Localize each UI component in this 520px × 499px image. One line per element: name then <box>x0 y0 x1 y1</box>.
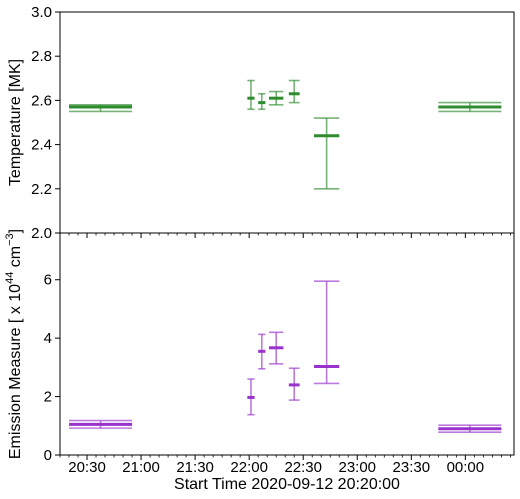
temperature-ytick-label: 3.0 <box>31 4 52 21</box>
emission-measure-axis-label: Emission Measure [ x 1044 cm−3] <box>4 229 24 459</box>
emission-ytick-label: 6 <box>44 272 52 289</box>
temperature-point <box>247 79 255 111</box>
emission-point <box>268 331 284 365</box>
emission-ylabel-exp1: 44 <box>4 272 16 284</box>
emission-ytick-label: 0 <box>44 447 52 464</box>
temperature-ytick-label: 2.0 <box>31 225 52 242</box>
temperature-panel: 2.0 2.2 2.4 2.6 2.8 3.0 <box>31 4 515 242</box>
temperature-point <box>288 79 300 104</box>
temperature-ytick-label: 2.2 <box>31 181 52 198</box>
x-tick-label: 00:00 <box>447 459 485 476</box>
temperature-frame <box>59 11 515 234</box>
x-tick-label: 22:30 <box>284 459 322 476</box>
temperature-axis-label: Temperature [MK] <box>7 59 24 186</box>
x-tick-label: 23:30 <box>393 459 431 476</box>
emission-point <box>247 378 255 416</box>
x-tick-label: 23:00 <box>338 459 376 476</box>
x-axis-label: Start Time 2020-09-12 20:20:00 <box>174 476 400 493</box>
emission-point <box>438 424 502 434</box>
emission-point <box>288 367 300 401</box>
emission-point <box>258 333 266 370</box>
emission-ylabel-part3: ] <box>7 229 24 233</box>
emission-measure-panel: 0 2 4 6 <box>44 232 515 464</box>
x-axis: 20:30 21:00 21:30 22:00 22:30 23:00 23:30 00:00 <box>68 459 484 476</box>
emission-ylabel-exp2: −3 <box>4 233 16 246</box>
emission-point <box>314 280 340 385</box>
temperature-point <box>258 92 266 111</box>
temperature-ytick-label: 2.4 <box>31 137 52 154</box>
emission-ytick-label: 4 <box>44 330 52 347</box>
temperature-point <box>314 117 340 190</box>
temperature-point <box>69 104 133 113</box>
emission-ylabel-part1: Emission Measure [ x 10 <box>7 284 24 459</box>
x-tick-label: 21:30 <box>176 459 214 476</box>
temperature-ytick-label: 2.6 <box>31 92 52 109</box>
emission-ylabel-part2: cm <box>7 246 24 272</box>
temperature-point <box>438 101 502 113</box>
temperature-ytick-label: 2.8 <box>31 48 52 65</box>
x-tick-label: 22:00 <box>230 459 268 476</box>
emission-frame <box>59 232 515 456</box>
emission-ytick-label: 2 <box>44 389 52 406</box>
emission-point <box>69 419 133 429</box>
x-tick-label: 20:30 <box>68 459 106 476</box>
x-tick-label: 21:00 <box>122 459 160 476</box>
temperature-point <box>268 90 284 106</box>
